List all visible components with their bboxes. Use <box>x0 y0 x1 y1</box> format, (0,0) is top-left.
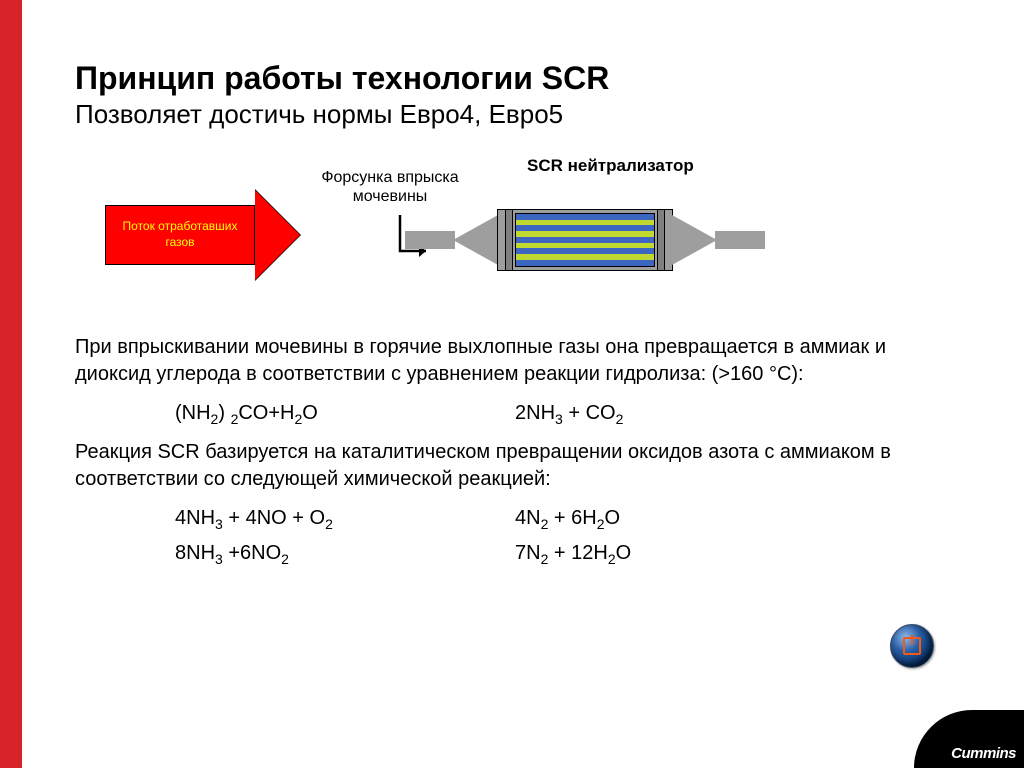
left-red-bar <box>0 0 22 768</box>
eq1-lhs: (NH2) 2CO+H2O <box>175 402 515 427</box>
power-orb-icon[interactable] <box>890 624 934 668</box>
eq2-lhs: 4NH3 + 4NO + O2 <box>175 507 515 532</box>
scr-diagram: Поток отработавших газов Форсунка впрыск… <box>105 150 805 310</box>
slide: Принцип работы технологии SCR Позволяет … <box>0 0 1024 768</box>
inlet-pipe <box>405 231 455 249</box>
eq3-rhs: 7N2 + 12H2O <box>515 542 631 567</box>
cummins-logo: Cummins <box>914 710 1024 768</box>
scr-catalyst-label: SCR нейтрализатор <box>527 155 727 176</box>
eq3-lhs: 8NH3 +6NO2 <box>175 542 515 567</box>
catalyst-stripe <box>516 260 654 266</box>
power-icon <box>903 637 921 655</box>
equation-3: 8NH3 +6NO2 7N2 + 12H2O <box>175 542 955 567</box>
exhaust-arrow: Поток отработавших газов <box>105 205 255 265</box>
injector-label: Форсунка впрыска мочевины <box>305 168 475 206</box>
catalyst-assembly <box>405 205 765 275</box>
content-area: Принцип работы технологии SCR Позволяет … <box>75 60 955 577</box>
catalyst-band-left <box>505 209 513 271</box>
exhaust-arrow-head <box>255 190 300 280</box>
slide-subtitle: Позволяет достичь нормы Евро4, Евро5 <box>75 99 955 130</box>
outlet-pipe <box>715 231 765 249</box>
equation-block-2: 4NH3 + 4NO + O2 4N2 + 6H2O 8NH3 +6NO2 7N… <box>175 507 955 567</box>
paragraph-2: Реакция SCR базируется на каталитическом… <box>75 439 955 493</box>
paragraph-1: При впрыскивании мочевины в горячие выхл… <box>75 334 955 388</box>
inlet-cone <box>453 215 498 265</box>
equation-1: (NH2) 2CO+H2O 2NH3 + CO2 <box>175 402 955 427</box>
outlet-cone <box>672 215 717 265</box>
catalyst-core <box>515 213 655 267</box>
eq1-rhs: 2NH3 + CO2 <box>515 402 623 427</box>
equation-block-1: (NH2) 2CO+H2O 2NH3 + CO2 <box>175 402 955 427</box>
eq2-rhs: 4N2 + 6H2O <box>515 507 620 532</box>
equation-2: 4NH3 + 4NO + O2 4N2 + 6H2O <box>175 507 955 532</box>
exhaust-arrow-label: Поток отработавших газов <box>110 219 250 250</box>
slide-title: Принцип работы технологии SCR <box>75 60 955 97</box>
logo-text: Cummins <box>951 745 1016 762</box>
catalyst-band-right <box>657 209 665 271</box>
